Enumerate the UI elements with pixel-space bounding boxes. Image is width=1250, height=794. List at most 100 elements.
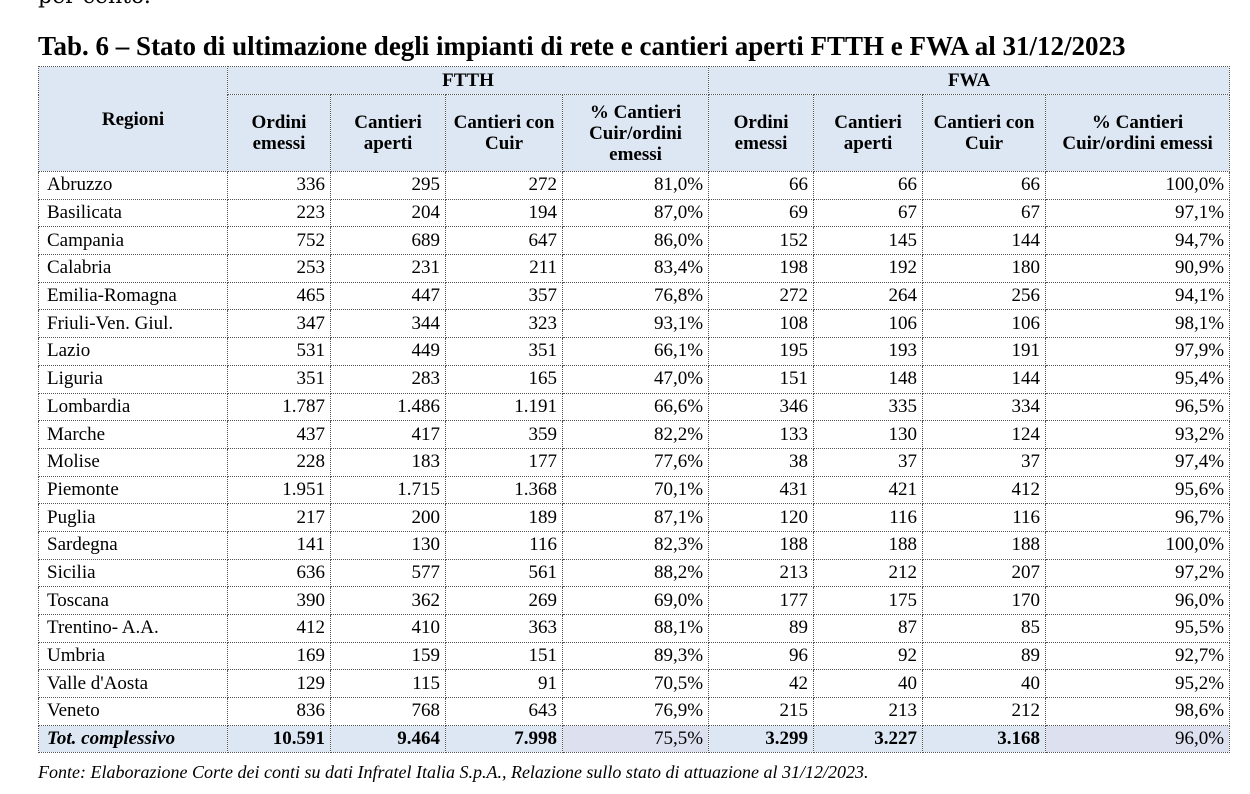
value-cell: 148 [813, 364, 924, 394]
value-cell: 344 [330, 309, 446, 339]
table-row: Basilicata 223 204 194 87,0% 69 67 67 97,1% [38, 198, 1231, 228]
table-row: Molise 228 183 177 77,6% 38 37 37 97,4% [38, 447, 1231, 477]
value-cell: 189 [445, 503, 563, 532]
percent-cell: 89,3% [561, 641, 710, 671]
region-cell: Veneto [38, 697, 228, 726]
percent-cell: 97,9% [1045, 337, 1231, 366]
percent-cell: 95,6% [1045, 475, 1231, 505]
value-cell: 347 [227, 309, 331, 339]
percent-cell: 97,2% [1045, 558, 1231, 588]
percent-cell: 93,2% [1045, 420, 1231, 449]
column-header: Cantieri aperti [813, 94, 924, 172]
value-cell: 151 [708, 364, 815, 394]
value-cell: 152 [708, 226, 815, 256]
value-cell: 577 [330, 558, 446, 588]
region-cell: Campania [38, 226, 228, 256]
value-cell: 269 [445, 586, 563, 615]
value-cell: 116 [922, 503, 1047, 532]
value-cell: 169 [227, 641, 331, 671]
value-cell: 129 [227, 669, 331, 699]
region-cell: Puglia [38, 503, 228, 532]
column-header: Ordini emessi [708, 94, 815, 172]
column-header: Cantieri con Cuir [922, 94, 1047, 172]
value-cell: 67 [922, 198, 1047, 228]
percent-cell: 96,7% [1045, 503, 1231, 532]
source-note: Fonte: Elaborazione Corte dei conti su d… [38, 762, 869, 782]
region-cell: Sicilia [38, 558, 228, 588]
percent-cell: 100,0% [1045, 171, 1231, 200]
percent-cell: 87,0% [561, 198, 710, 228]
region-cell: Abruzzo [38, 171, 228, 200]
percent-cell: 86,0% [561, 226, 710, 256]
value-cell: 410 [330, 614, 446, 643]
value-cell: 212 [922, 697, 1047, 726]
value-cell: 272 [445, 171, 563, 200]
value-cell: 351 [445, 337, 563, 366]
value-cell: 431 [708, 475, 815, 505]
region-cell: Tot. complessivo [38, 724, 228, 754]
region-cell: Friuli-Ven. Giul. [38, 309, 228, 339]
value-cell: 133 [708, 420, 815, 449]
percent-cell: 75,5% [561, 724, 710, 754]
table-row: Campania 752 689 647 86,0% 152 145 144 94,7% [38, 226, 1231, 256]
value-cell: 115 [330, 669, 446, 699]
value-cell: 151 [445, 641, 563, 671]
value-cell: 198 [708, 254, 815, 283]
value-cell: 253 [227, 254, 331, 283]
value-cell: 193 [813, 337, 924, 366]
value-cell: 531 [227, 337, 331, 366]
header-regioni: Regioni [38, 66, 228, 172]
value-cell: 195 [708, 337, 815, 366]
value-cell: 40 [813, 669, 924, 699]
region-cell: Emilia-Romagna [38, 281, 228, 311]
group-header-ftth: FTTH [226, 66, 710, 95]
region-cell: Trentino- A.A. [38, 614, 228, 643]
value-cell: 689 [330, 226, 446, 256]
region-cell: Lombardia [38, 392, 228, 422]
value-cell: 177 [708, 586, 815, 615]
value-cell: 283 [330, 364, 446, 394]
region-cell: Valle d'Aosta [38, 669, 228, 699]
value-cell: 768 [330, 697, 446, 726]
value-cell: 177 [445, 447, 563, 477]
region-cell: Toscana [38, 586, 228, 615]
value-cell: 38 [708, 447, 815, 477]
previous-text-fragment: per cento. [38, 0, 151, 8]
percent-cell: 82,2% [561, 420, 710, 449]
value-cell: 1.787 [227, 392, 331, 422]
value-cell: 120 [708, 503, 815, 532]
table-row: Puglia 217 200 189 87,1% 120 116 116 96,7% [38, 503, 1231, 532]
value-cell: 183 [330, 447, 446, 477]
value-cell: 217 [227, 503, 331, 532]
value-cell: 412 [227, 614, 331, 643]
value-cell: 447 [330, 281, 446, 311]
value-cell: 351 [227, 364, 331, 394]
value-cell: 10.591 [227, 724, 331, 754]
value-cell: 69 [708, 198, 815, 228]
percent-cell: 96,5% [1045, 392, 1231, 422]
percent-cell: 96,0% [1045, 586, 1231, 615]
percent-cell: 81,0% [561, 171, 710, 200]
value-cell: 66 [708, 171, 815, 200]
table-row: Sardegna 141 130 116 82,3% 188 188 188 100,0% [38, 530, 1231, 560]
value-cell: 421 [813, 475, 924, 505]
region-cell: Basilicata [38, 198, 228, 228]
group-header-fwa: FWA [708, 66, 1231, 95]
value-cell: 96 [708, 641, 815, 671]
value-cell: 643 [445, 697, 563, 726]
value-cell: 124 [922, 420, 1047, 449]
percent-cell: 70,5% [561, 669, 710, 699]
value-cell: 212 [813, 558, 924, 588]
value-cell: 256 [922, 281, 1047, 311]
table-row: Marche 437 417 359 82,2% 133 130 124 93,2% [38, 420, 1231, 449]
table-row: Calabria 253 231 211 83,4% 198 192 180 90,9% [38, 254, 1231, 283]
value-cell: 192 [813, 254, 924, 283]
value-cell: 213 [813, 697, 924, 726]
table-row: Abruzzo 336 295 272 81,0% 66 66 66 100,0% [38, 171, 1231, 200]
value-cell: 7.998 [445, 724, 563, 754]
value-cell: 144 [922, 226, 1047, 256]
value-cell: 1.951 [227, 475, 331, 505]
value-cell: 647 [445, 226, 563, 256]
percent-cell: 95,2% [1045, 669, 1231, 699]
value-cell: 67 [813, 198, 924, 228]
